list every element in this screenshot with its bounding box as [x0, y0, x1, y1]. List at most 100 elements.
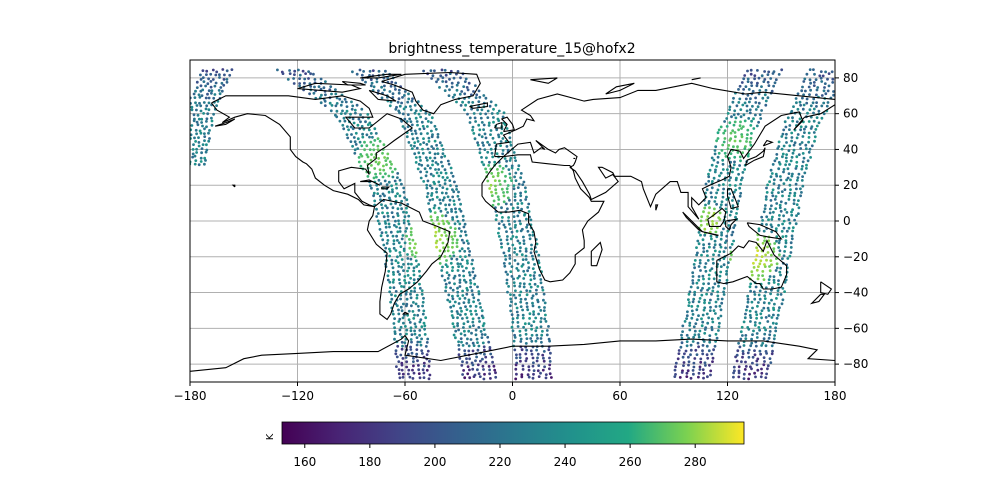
observation-point [794, 182, 798, 186]
observation-point [343, 119, 347, 123]
observation-point [438, 184, 442, 187]
observation-point [428, 184, 432, 188]
observation-point [778, 253, 781, 257]
observation-point [708, 334, 712, 337]
observation-point [781, 298, 785, 302]
observation-point [390, 297, 394, 301]
observation-point [539, 278, 543, 281]
observation-point [497, 109, 501, 113]
observation-point [729, 131, 733, 135]
observation-point [199, 73, 202, 77]
observation-point [343, 112, 347, 115]
observation-point [322, 86, 326, 90]
observation-point [448, 281, 451, 285]
observation-point [390, 293, 393, 297]
observation-point [799, 187, 802, 191]
observation-point [743, 147, 747, 151]
observation-point [524, 297, 527, 301]
observation-point [193, 162, 197, 166]
observation-point [468, 376, 472, 380]
observation-point [722, 140, 726, 144]
observation-point [775, 153, 779, 156]
observation-point [375, 175, 378, 179]
observation-point [201, 76, 205, 79]
observation-point [456, 316, 459, 320]
observation-point [732, 190, 736, 194]
observation-point [692, 365, 696, 369]
observation-point [710, 227, 713, 231]
observation-point [447, 222, 451, 225]
observation-point [520, 375, 524, 379]
observation-point [727, 224, 731, 227]
observation-point [486, 109, 490, 113]
observation-point [457, 302, 461, 305]
observation-point [804, 89, 807, 93]
observation-point [395, 355, 399, 359]
observation-point [527, 202, 531, 206]
observation-point [754, 375, 757, 379]
observation-point [718, 279, 722, 282]
observation-point [420, 325, 424, 329]
observation-point [522, 269, 526, 273]
observation-point [476, 108, 479, 112]
observation-point [414, 259, 418, 263]
observation-point [396, 192, 399, 196]
observation-point [505, 145, 509, 148]
observation-point [424, 117, 428, 120]
observation-point [791, 151, 795, 155]
observation-point [760, 109, 763, 112]
observation-point [772, 182, 776, 186]
observation-point [525, 337, 529, 340]
observation-point [193, 96, 197, 99]
observation-point [784, 136, 788, 140]
observation-point [206, 92, 209, 96]
observation-point [770, 225, 774, 229]
observation-point [452, 251, 455, 254]
observation-point [733, 120, 737, 124]
observation-point [426, 132, 429, 135]
observation-point [529, 274, 532, 277]
observation-point [414, 325, 418, 329]
observation-point [789, 188, 792, 192]
observation-point [736, 349, 740, 353]
observation-point [764, 195, 768, 199]
observation-point [706, 375, 709, 379]
observation-point [729, 258, 732, 261]
observation-point [787, 218, 791, 222]
observation-point [447, 162, 451, 166]
observation-point [380, 203, 383, 207]
observation-point [350, 107, 354, 111]
observation-point [528, 312, 532, 316]
observation-point [754, 258, 758, 262]
observation-point [191, 155, 195, 159]
observation-point [513, 247, 517, 251]
observation-point [398, 230, 402, 233]
observation-point [409, 329, 413, 333]
observation-point [440, 234, 444, 237]
observation-point [735, 104, 739, 108]
observation-point [459, 104, 463, 107]
observation-point [421, 147, 424, 151]
observation-point [523, 213, 526, 217]
observation-point [444, 203, 447, 207]
observation-point [397, 308, 400, 312]
observation-point [460, 364, 464, 367]
observation-point [768, 269, 772, 273]
observation-point [787, 226, 791, 230]
observation-point [769, 361, 773, 364]
observation-point [814, 127, 818, 131]
observation-point [328, 88, 332, 92]
observation-point [465, 316, 469, 320]
observation-point [472, 344, 476, 347]
observation-point [403, 215, 407, 219]
observation-point [713, 152, 717, 156]
observation-point [436, 135, 440, 139]
coastline [569, 104, 835, 220]
observation-point [519, 172, 523, 175]
observation-point [826, 77, 829, 81]
observation-point [741, 355, 744, 359]
observation-point [817, 109, 821, 113]
observation-point [697, 335, 701, 339]
observation-point [695, 308, 699, 312]
observation-point [687, 360, 691, 364]
